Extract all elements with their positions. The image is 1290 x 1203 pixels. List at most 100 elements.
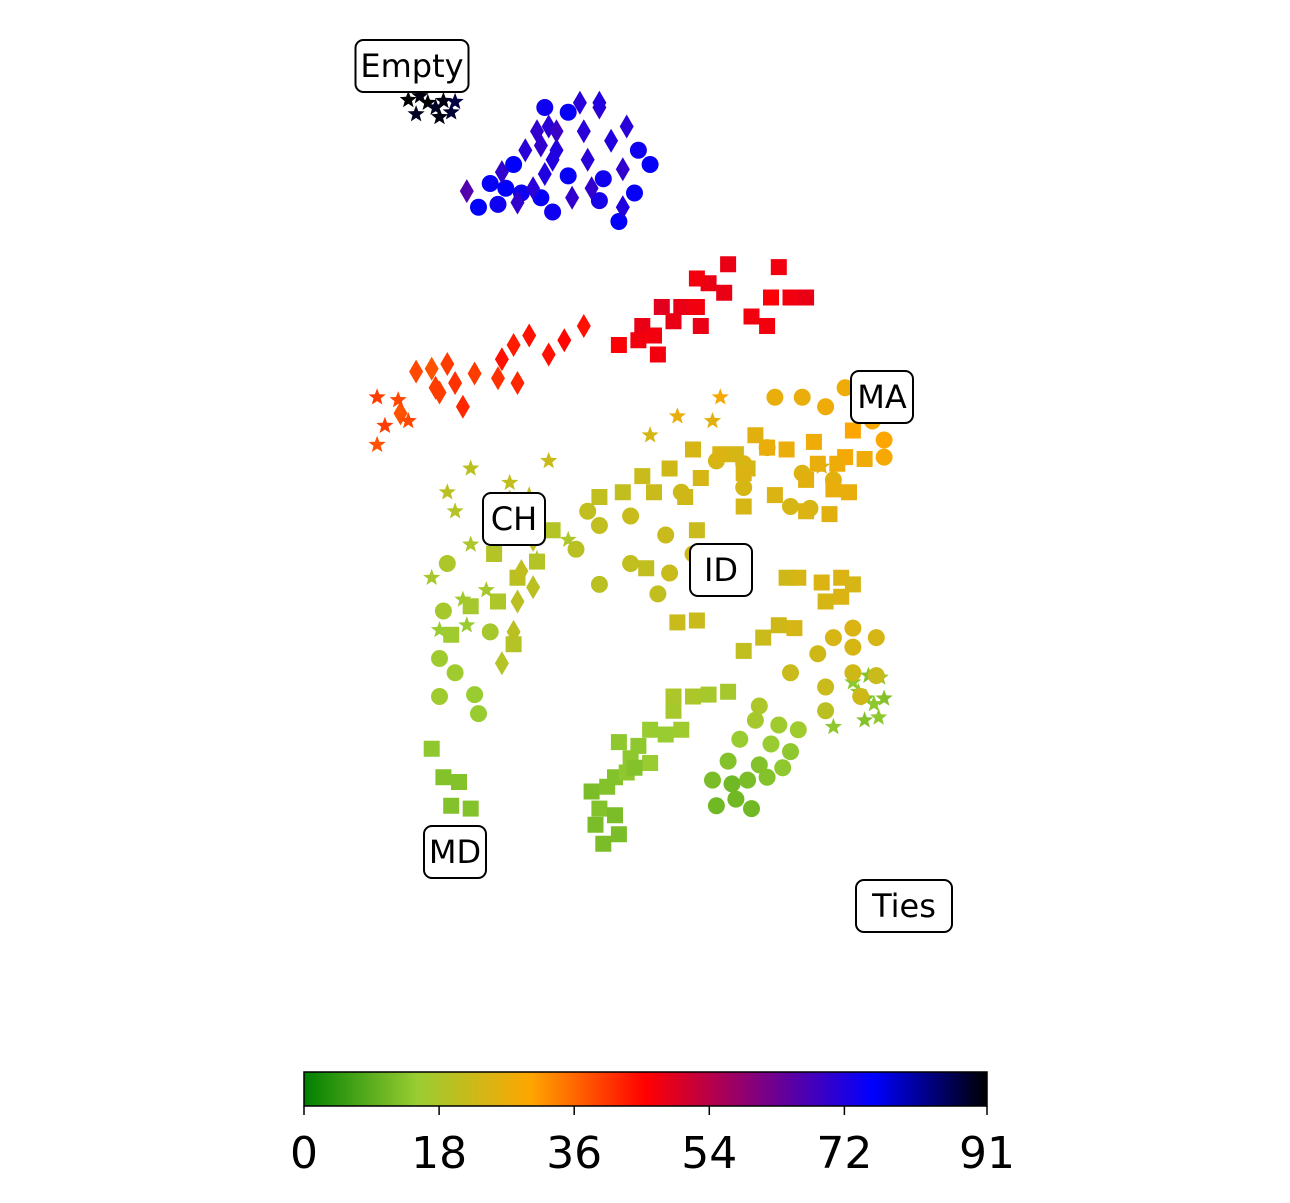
point-circle: [875, 448, 893, 466]
point-square: [692, 318, 709, 334]
point-square: [821, 506, 838, 523]
point-circle: [657, 526, 675, 544]
point-square: [462, 598, 479, 615]
point-square: [653, 299, 670, 315]
point-square: [665, 702, 682, 719]
point-square: [583, 783, 600, 800]
point-square: [610, 337, 627, 353]
point-star: [389, 391, 407, 408]
point-square: [809, 455, 826, 472]
point-diamond: [541, 342, 556, 367]
point-diamond: [557, 328, 572, 353]
point-square: [673, 299, 690, 315]
point-square: [782, 289, 799, 306]
point-diamond: [510, 190, 525, 215]
point-circle: [817, 398, 835, 416]
point-star: [419, 93, 437, 110]
point-diamond: [522, 323, 537, 348]
point-circle: [446, 664, 464, 682]
point-square: [798, 503, 815, 520]
cluster-label-text: MA: [857, 378, 907, 416]
point-circle: [743, 800, 760, 818]
point-circle: [809, 645, 827, 663]
point-circle: [750, 697, 768, 715]
point-square: [665, 688, 682, 705]
point-square: [712, 446, 729, 463]
point-square: [614, 484, 631, 501]
point-square: [700, 686, 717, 703]
point-circle: [852, 688, 870, 705]
point-circle: [817, 702, 835, 720]
point-star: [641, 426, 659, 443]
point-star: [423, 568, 441, 585]
point-circle: [497, 179, 515, 197]
point-diamond: [428, 375, 443, 400]
point-square: [673, 721, 690, 738]
colorbar-tick-label: 91: [959, 1128, 1015, 1179]
point-circle: [470, 705, 487, 723]
point-square: [642, 721, 659, 738]
point-circle: [641, 156, 659, 173]
cluster-label-ch: CH: [482, 492, 546, 546]
point-diamond: [537, 162, 552, 186]
point-square: [486, 546, 503, 562]
point-circle: [750, 756, 768, 774]
point-star: [875, 689, 893, 706]
point-circle: [489, 195, 507, 213]
point-square: [646, 327, 662, 344]
point-circle: [707, 797, 725, 815]
point-star: [477, 581, 495, 598]
point-star: [844, 673, 862, 690]
point-square: [630, 737, 647, 754]
point-diamond: [424, 356, 439, 381]
point-diamond: [494, 347, 509, 372]
cluster-label-box: [855, 879, 953, 933]
point-circle: [438, 555, 456, 572]
point-square: [716, 284, 733, 301]
point-diamond: [494, 160, 509, 185]
point-circle: [774, 759, 792, 777]
point-circle: [590, 192, 608, 210]
point-circle: [505, 156, 523, 173]
point-circle: [481, 623, 499, 641]
point-circle: [629, 141, 647, 159]
point-star: [501, 473, 519, 490]
point-star: [462, 459, 480, 476]
point-diamond: [526, 176, 541, 201]
point-star: [430, 108, 449, 125]
point-circle: [704, 771, 721, 789]
point-star: [559, 530, 577, 547]
cluster-label-text: Ties: [871, 887, 936, 925]
point-diamond: [615, 157, 630, 182]
point-circle: [817, 678, 835, 696]
point-square: [646, 484, 662, 501]
cluster-label-id: ID: [689, 543, 753, 597]
point-diamond: [510, 589, 525, 614]
point-square: [829, 455, 846, 472]
point-star: [438, 483, 456, 500]
point-square: [599, 778, 616, 795]
point-square: [505, 636, 522, 653]
point-square: [735, 642, 752, 659]
point-square: [443, 797, 460, 814]
point-square: [743, 308, 760, 325]
point-square: [727, 446, 744, 463]
point-square: [770, 259, 787, 276]
point-square: [841, 484, 857, 501]
cluster-label-ma: MA: [850, 370, 914, 424]
point-circle: [844, 619, 862, 637]
point-square: [735, 498, 752, 515]
point-square: [833, 588, 850, 605]
point-diamond: [494, 651, 509, 676]
point-square: [778, 441, 795, 458]
cluster-labels: Empty MA CH ID MD Ties: [354, 39, 953, 933]
point-circle: [782, 664, 799, 682]
point-circle: [844, 664, 862, 682]
point-star: [458, 616, 476, 633]
point-diamond: [580, 147, 595, 172]
point-star: [856, 711, 874, 728]
point-square: [591, 800, 608, 817]
point-star: [668, 407, 686, 424]
point-diamond: [533, 133, 548, 158]
